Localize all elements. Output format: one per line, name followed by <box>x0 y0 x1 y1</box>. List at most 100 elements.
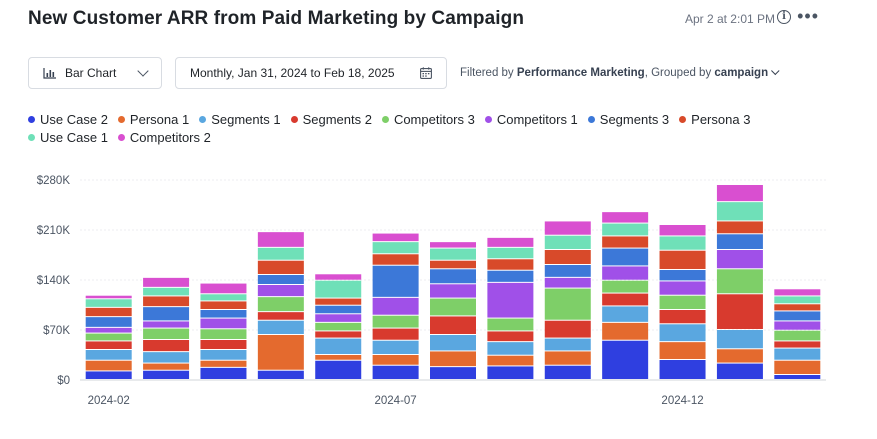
bar-segment[interactable] <box>487 331 534 342</box>
bar-segment[interactable] <box>774 360 821 374</box>
bar-segment[interactable] <box>659 270 706 281</box>
bar-segment[interactable] <box>659 250 706 269</box>
bar-segment[interactable] <box>774 289 821 296</box>
legend-item[interactable]: Competitors 1 <box>484 112 578 127</box>
bar-segment[interactable] <box>602 212 649 223</box>
bar-segment[interactable] <box>659 310 706 324</box>
legend-item[interactable]: Segments 1 <box>199 112 281 127</box>
bar-segment[interactable] <box>372 254 419 265</box>
bar-segment[interactable] <box>257 275 304 284</box>
bar-segment[interactable] <box>372 233 419 242</box>
bar-segment[interactable] <box>372 315 419 328</box>
bar-segment[interactable] <box>143 321 190 328</box>
bar-segment[interactable] <box>716 363 763 379</box>
bar-segment[interactable] <box>602 322 649 340</box>
bar-segment[interactable] <box>544 265 591 277</box>
bar-segment[interactable] <box>430 269 476 284</box>
bar-segment[interactable] <box>372 328 419 340</box>
bar-segment[interactable] <box>200 340 247 349</box>
bar-segment[interactable] <box>372 242 419 254</box>
bar-segment[interactable] <box>200 360 247 367</box>
bar-segment[interactable] <box>85 327 132 333</box>
bar-segment[interactable] <box>430 351 476 367</box>
bar-segment[interactable] <box>602 223 649 236</box>
bar-segment[interactable] <box>200 310 247 318</box>
bar-segment[interactable] <box>143 307 190 321</box>
bar-segment[interactable] <box>257 312 304 320</box>
legend-item[interactable]: Persona 3 <box>679 112 750 127</box>
legend-item[interactable]: Persona 1 <box>117 112 189 127</box>
bar-segment[interactable] <box>85 341 132 349</box>
bar-segment[interactable] <box>315 338 362 354</box>
bar-segment[interactable] <box>659 324 706 342</box>
bar-segment[interactable] <box>315 331 362 338</box>
bar-segment[interactable] <box>774 296 821 304</box>
bar-segment[interactable] <box>85 350 132 360</box>
bar-segment[interactable] <box>602 266 649 280</box>
bar-segment[interactable] <box>315 314 362 322</box>
bar-segment[interactable] <box>716 221 763 234</box>
bar-segment[interactable] <box>85 317 132 327</box>
bar-segment[interactable] <box>544 320 591 338</box>
bar-segment[interactable] <box>200 318 247 329</box>
bar-segment[interactable] <box>602 293 649 306</box>
bar-segment[interactable] <box>774 348 821 360</box>
bar-segment[interactable] <box>544 365 591 379</box>
bar-segment[interactable] <box>430 284 476 298</box>
bar-segment[interactable] <box>315 355 362 360</box>
bar-segment[interactable] <box>85 299 132 307</box>
bar-segment[interactable] <box>430 367 476 379</box>
bar-segment[interactable] <box>372 265 419 297</box>
legend-item[interactable]: Segments 2 <box>290 112 372 127</box>
bar-segment[interactable] <box>602 280 649 293</box>
filter-value[interactable]: Performance Marketing <box>516 67 645 79</box>
bar-segment[interactable] <box>716 202 763 221</box>
date-range-picker[interactable]: Monthly, Jan 31, 2024 to Feb 18, 2025 <box>175 57 447 89</box>
bar-segment[interactable] <box>257 232 304 247</box>
bar-segment[interactable] <box>659 360 706 379</box>
bar-segment[interactable] <box>602 236 649 248</box>
bar-segment[interactable] <box>544 288 591 320</box>
bar-segment[interactable] <box>430 335 476 351</box>
legend-item[interactable]: Competitors 3 <box>381 112 475 127</box>
bar-segment[interactable] <box>659 295 706 309</box>
bar-segment[interactable] <box>372 365 419 379</box>
bar-segment[interactable] <box>716 294 763 329</box>
bar-segment[interactable] <box>602 340 649 379</box>
bar-segment[interactable] <box>544 235 591 249</box>
bar-segment[interactable] <box>774 341 821 348</box>
bar-segment[interactable] <box>257 370 304 379</box>
bar-segment[interactable] <box>774 321 821 330</box>
bar-segment[interactable] <box>716 234 763 249</box>
bar-segment[interactable] <box>200 294 247 301</box>
bar-segment[interactable] <box>430 260 476 269</box>
bar-segment[interactable] <box>774 330 821 341</box>
bar-segment[interactable] <box>143 296 190 307</box>
bar-segment[interactable] <box>85 371 132 379</box>
group-value[interactable]: campaign <box>714 67 769 79</box>
bar-segment[interactable] <box>487 355 534 366</box>
bar-segment[interactable] <box>430 242 476 248</box>
bar-segment[interactable] <box>487 237 534 247</box>
legend-item[interactable]: Use Case 1 <box>28 130 108 145</box>
bar-segment[interactable] <box>544 221 591 235</box>
bar-segment[interactable] <box>315 360 362 379</box>
bar-segment[interactable] <box>544 338 591 351</box>
bar-segment[interactable] <box>200 350 247 360</box>
bar-segment[interactable] <box>716 269 763 294</box>
more-options-icon[interactable]: ••• <box>797 6 819 26</box>
bar-segment[interactable] <box>143 340 190 352</box>
bar-segment[interactable] <box>257 320 304 334</box>
bar-segment[interactable] <box>716 185 763 202</box>
bar-segment[interactable] <box>85 333 132 341</box>
bar-segment[interactable] <box>315 322 362 331</box>
bar-segment[interactable] <box>257 297 304 312</box>
bar-segment[interactable] <box>315 298 362 305</box>
bar-segment[interactable] <box>487 259 534 270</box>
legend-item[interactable]: Segments 3 <box>587 112 669 127</box>
bar-segment[interactable] <box>487 270 534 282</box>
bar-segment[interactable] <box>544 277 591 288</box>
bar-segment[interactable] <box>143 328 190 339</box>
bar-segment[interactable] <box>257 335 304 370</box>
bar-segment[interactable] <box>487 282 534 318</box>
